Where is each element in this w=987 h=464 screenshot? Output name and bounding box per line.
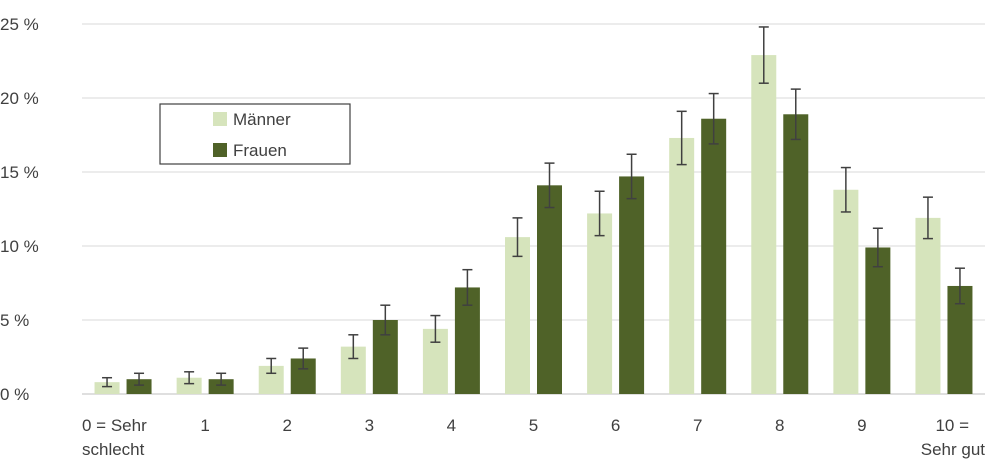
- bar-men: [587, 213, 613, 394]
- x-tick-label: 6: [611, 416, 620, 435]
- error-bar: [184, 371, 195, 385]
- x-tick-label: Sehr gut: [921, 440, 986, 459]
- bar-women: [208, 379, 234, 394]
- x-tick-label: 3: [365, 416, 374, 435]
- x-tick-label: 8: [775, 416, 784, 435]
- error-bar: [922, 196, 933, 240]
- bar-women: [537, 185, 562, 394]
- error-bar: [840, 166, 851, 213]
- error-bar: [676, 110, 687, 166]
- error-bar: [954, 267, 965, 305]
- error-bar: [134, 372, 145, 386]
- bar-men: [94, 382, 120, 394]
- error-bar: [216, 372, 227, 386]
- bar-women: [701, 118, 727, 394]
- x-tick-label: 5: [529, 416, 538, 435]
- error-bar: [872, 227, 883, 268]
- y-axis-ticks: 0 % 5 % 10 % 15 % 20 % 25 %: [0, 15, 39, 404]
- error-bar: [266, 357, 277, 375]
- x-tick-label: 4: [447, 416, 456, 435]
- error-bar: [708, 92, 719, 145]
- error-bar: [298, 347, 309, 370]
- error-bar: [512, 217, 523, 258]
- error-bar: [626, 153, 637, 200]
- y-tick-label: 25 %: [0, 15, 39, 34]
- error-bar: [380, 304, 391, 336]
- legend-box: [159, 103, 351, 165]
- error-bar: [594, 190, 605, 237]
- error-bar: [462, 268, 473, 306]
- x-tick-label: 1: [200, 416, 209, 435]
- error-bars: [102, 26, 965, 388]
- error-bar: [348, 334, 359, 360]
- x-tick-label: schlecht: [82, 440, 145, 459]
- x-tick-label: 7: [693, 416, 702, 435]
- bar-men: [669, 137, 695, 394]
- legend-swatch-women: [213, 143, 227, 157]
- x-tick-label: 0 = Sehr: [82, 416, 147, 435]
- x-tick-label: 9: [857, 416, 866, 435]
- y-tick-label: 0 %: [0, 385, 29, 404]
- bar-women: [126, 379, 152, 394]
- legend-label-women: Frauen: [233, 141, 287, 160]
- legend-label-men: Männer: [233, 110, 291, 129]
- error-bar: [790, 88, 801, 141]
- error-bar: [544, 162, 555, 209]
- x-tick-label: 2: [282, 416, 291, 435]
- y-tick-label: 15 %: [0, 163, 39, 182]
- bar-men: [833, 189, 859, 394]
- bar-women: [783, 114, 809, 394]
- bar-men: [176, 377, 202, 394]
- error-bar: [102, 376, 113, 388]
- error-bar: [430, 314, 441, 343]
- legend: Männer Frauen: [159, 103, 351, 165]
- bar-men: [505, 237, 530, 394]
- y-tick-label: 10 %: [0, 237, 39, 256]
- y-tick-label: 20 %: [0, 89, 39, 108]
- bar-men: [751, 55, 777, 394]
- legend-swatch-men: [213, 112, 227, 126]
- x-axis-ticks: 0 = Sehr schlecht 1 2 3 4 5 6 7 8 9 10 = Sehr gut: [82, 416, 985, 459]
- bar-women: [619, 176, 645, 394]
- bar-men: [915, 217, 941, 394]
- x-tick-label: 10 =: [935, 416, 969, 435]
- y-tick-label: 5 %: [0, 311, 29, 330]
- error-bar: [758, 26, 769, 84]
- bar-women: [865, 247, 891, 394]
